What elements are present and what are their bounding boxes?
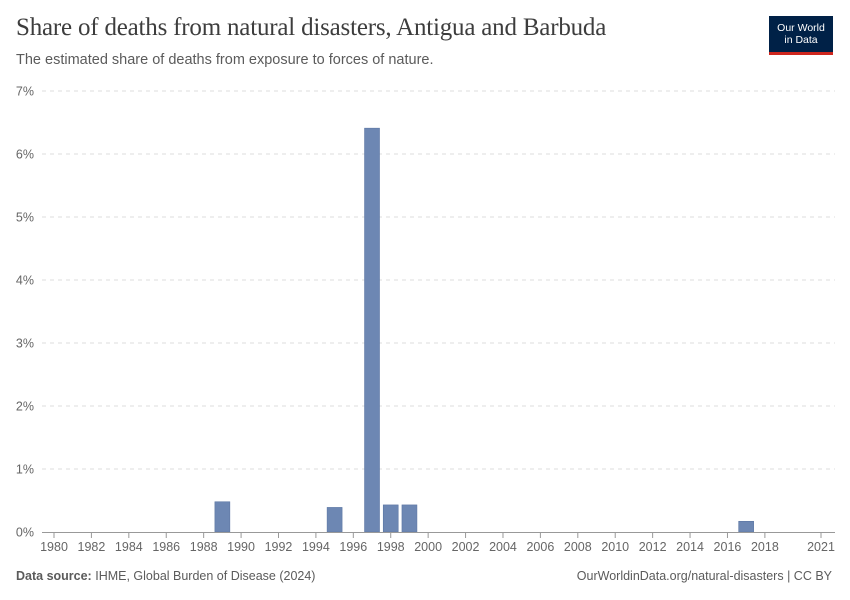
y-axis-labels: 0% 1% 2% 3% 4% 5% 6% 7% — [16, 85, 34, 540]
x-tick-label: 1984 — [115, 540, 143, 554]
x-tick-label: 2016 — [714, 540, 742, 554]
gridlines — [42, 90, 835, 470]
y-tick-label: 6% — [16, 148, 34, 162]
x-tick-label: 2008 — [564, 540, 592, 554]
y-tick-label: 7% — [16, 85, 34, 99]
x-tick-label: 1986 — [152, 540, 180, 554]
x-tick-label: 1988 — [190, 540, 218, 554]
bar-1989[interactable] — [214, 501, 231, 533]
owid-logo[interactable]: Our World in Data — [769, 16, 833, 55]
data-source-text[interactable]: IHME, Global Burden of Disease (2024) — [95, 569, 316, 583]
bar-2017[interactable] — [738, 520, 754, 533]
x-tick-label: 1980 — [40, 540, 68, 554]
chart-subtitle: The estimated share of deaths from expos… — [16, 52, 434, 68]
y-tick-label: 1% — [16, 463, 34, 477]
x-axis: 1980 1982 1984 1986 1988 1990 1992 1994 1996 1998… — [40, 533, 835, 554]
x-tick-label: 1992 — [265, 540, 293, 554]
x-tick-label: 2000 — [414, 540, 442, 554]
x-tick-label: 1982 — [78, 540, 106, 554]
bar-1995[interactable] — [326, 507, 343, 533]
credit-link[interactable]: OurWorldinData.org/natural-disasters | C… — [576, 569, 832, 583]
y-tick-label: 5% — [16, 211, 34, 225]
chart-title: Share of deaths from natural disasters, … — [16, 14, 607, 41]
x-tick-label: 2012 — [639, 540, 667, 554]
x-tick-label: 2002 — [452, 540, 480, 554]
x-tick-label: 2006 — [526, 540, 554, 554]
data-source: Data source: IHME, Global Burden of Dise… — [16, 569, 315, 583]
x-tick-label: 1996 — [339, 540, 367, 554]
x-tick-label: 1994 — [302, 540, 330, 554]
logo-line-2: in Data — [784, 34, 818, 46]
bar-1998[interactable] — [382, 504, 399, 533]
x-tick-label: 2004 — [489, 540, 517, 554]
x-tick-label: 1998 — [377, 540, 405, 554]
bars — [214, 127, 754, 533]
bar-1999[interactable] — [401, 504, 418, 533]
x-tick-label: 2021 — [807, 540, 835, 554]
logo-line-1: Our World — [777, 22, 825, 34]
x-tick-label: 2010 — [601, 540, 629, 554]
x-tick-label: 2018 — [751, 540, 779, 554]
x-tick-label: 1990 — [227, 540, 255, 554]
y-tick-label: 3% — [16, 337, 34, 351]
y-tick-label: 2% — [16, 400, 34, 414]
y-tick-label: 0% — [16, 526, 34, 540]
x-tick-label: 2014 — [676, 540, 704, 554]
bar-1997[interactable] — [364, 127, 380, 533]
y-tick-label: 4% — [16, 274, 34, 288]
data-source-label: Data source: — [16, 569, 92, 583]
